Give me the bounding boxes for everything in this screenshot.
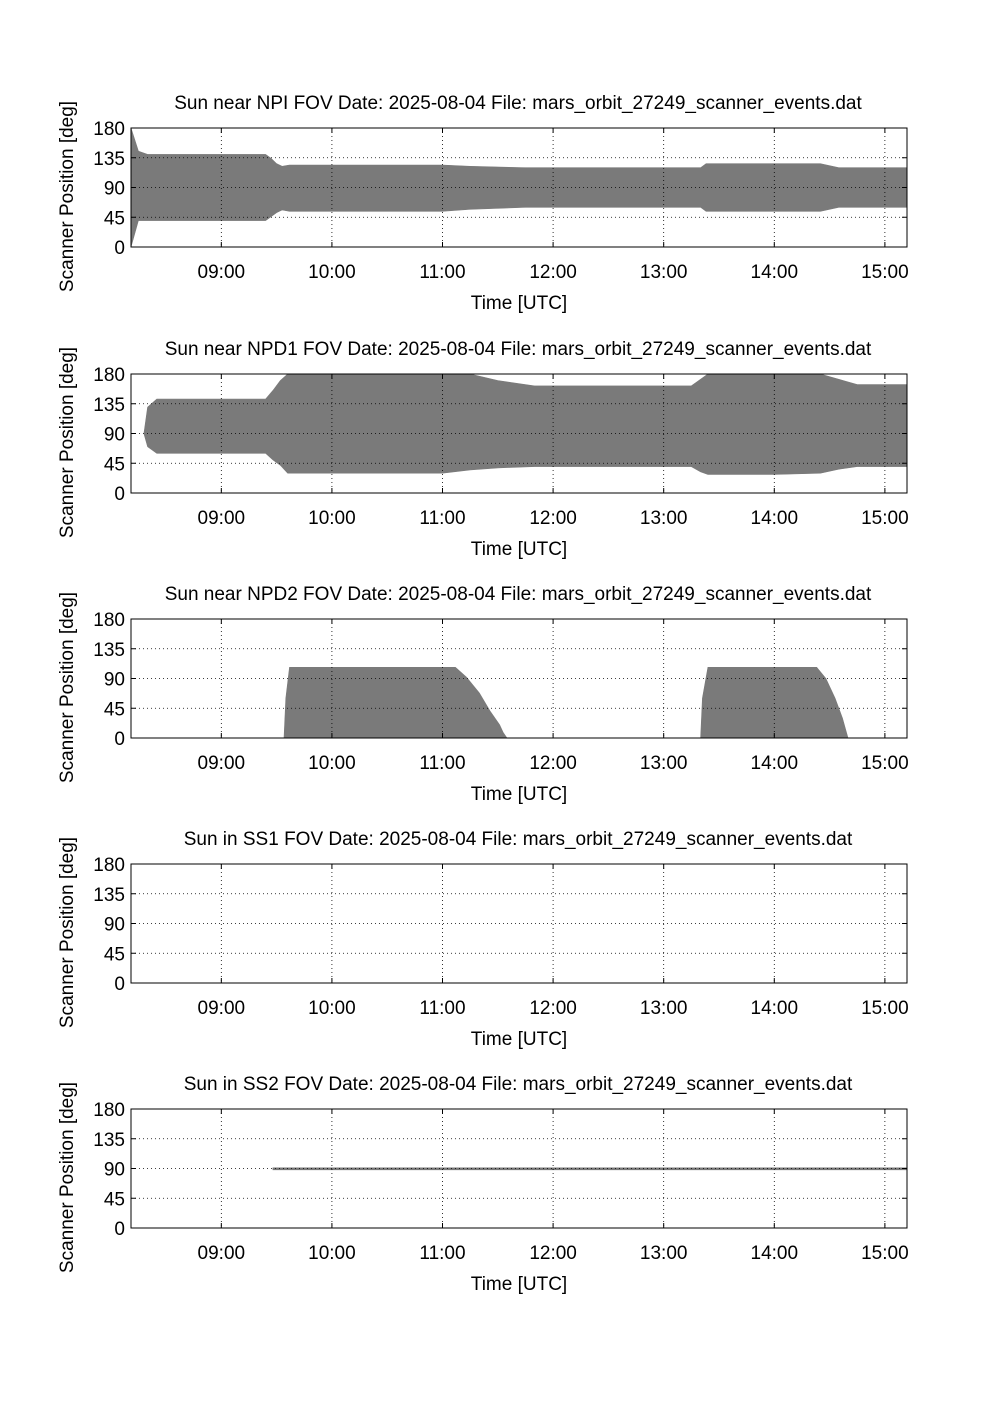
x-tick-label: 15:00 xyxy=(861,508,909,529)
chart-panel-2: 09:00 10:00 11:00 12:00 13:00 14:00 15:00 0 45 90… xyxy=(57,339,909,560)
x-tick-label: 14:00 xyxy=(751,508,799,529)
y-tick-label: 180 xyxy=(93,855,125,876)
y-tick-label: 135 xyxy=(93,640,125,661)
x-axis-label: Time [UTC] xyxy=(471,1029,567,1050)
y-tick-label: 45 xyxy=(104,699,125,720)
chart-title: Sun in SS1 FOV Date: 2025-08-04 File: ma… xyxy=(184,829,853,850)
x-tick-label: 09:00 xyxy=(198,998,246,1019)
chart-panel-1: 09:00 10:00 11:00 12:00 13:00 14:00 15:00 0 45 90… xyxy=(57,93,909,314)
axes-frame xyxy=(130,863,908,984)
x-tick-label: 12:00 xyxy=(529,508,577,529)
x-tick-label: 13:00 xyxy=(640,998,688,1019)
axes-frame xyxy=(130,373,908,494)
x-tick-label: 12:00 xyxy=(529,998,577,1019)
y-tick-label: 135 xyxy=(93,149,125,170)
chart-title: Sun near NPD1 FOV Date: 2025-08-04 File:… xyxy=(165,339,872,360)
x-tick-label: 11:00 xyxy=(419,753,465,774)
x-tick-label: 14:00 xyxy=(751,262,799,283)
x-tick-label: 10:00 xyxy=(308,753,356,774)
x-tick-label: 13:00 xyxy=(640,262,688,283)
y-tick-label: 180 xyxy=(93,365,125,386)
y-tick-label: 45 xyxy=(104,454,125,475)
x-tick-label: 10:00 xyxy=(308,998,356,1019)
chart-panel-3: 09:00 10:00 11:00 12:00 13:00 14:00 15:00 0 45 90… xyxy=(57,584,909,805)
axes-frame xyxy=(130,618,908,739)
y-tick-label: 90 xyxy=(104,670,125,691)
y-tick-label: 0 xyxy=(114,1219,125,1240)
y-tick-label: 0 xyxy=(114,484,125,505)
y-tick-label: 0 xyxy=(114,974,125,995)
x-tick-label: 09:00 xyxy=(198,508,246,529)
x-tick-label: 14:00 xyxy=(751,998,799,1019)
y-tick-label: 180 xyxy=(93,1100,125,1121)
x-tick-label: 15:00 xyxy=(861,262,909,283)
x-tick-label: 11:00 xyxy=(419,262,465,283)
x-tick-label: 13:00 xyxy=(640,508,688,529)
y-axis-label: Scanner Position [deg] xyxy=(57,101,78,292)
x-axis-label: Time [UTC] xyxy=(471,1274,567,1295)
y-axis-label: Scanner Position [deg] xyxy=(57,347,78,538)
x-tick-label: 09:00 xyxy=(198,753,246,774)
x-tick-label: 14:00 xyxy=(751,753,799,774)
x-tick-label: 13:00 xyxy=(640,753,688,774)
chart-panel-4: 09:00 10:00 11:00 12:00 13:00 14:00 15:00 0 45 90… xyxy=(57,829,909,1050)
y-axis-label: Scanner Position [deg] xyxy=(57,837,78,1028)
y-tick-label: 180 xyxy=(93,119,125,140)
chart-title: Sun near NPI FOV Date: 2025-08-04 File: … xyxy=(174,93,862,114)
x-tick-label: 12:00 xyxy=(529,753,577,774)
y-tick-label: 90 xyxy=(104,179,125,200)
y-tick-label: 135 xyxy=(93,885,125,906)
y-tick-label: 0 xyxy=(114,729,125,750)
x-tick-label: 11:00 xyxy=(419,1243,465,1264)
x-tick-label: 10:00 xyxy=(308,1243,356,1264)
y-tick-label: 90 xyxy=(104,425,125,446)
x-tick-label: 14:00 xyxy=(751,1243,799,1264)
x-tick-label: 11:00 xyxy=(419,508,465,529)
chart-title: Sun near NPD2 FOV Date: 2025-08-04 File:… xyxy=(165,584,872,605)
axes-frame xyxy=(130,127,908,248)
x-axis-label: Time [UTC] xyxy=(471,539,567,560)
y-tick-label: 90 xyxy=(104,915,125,936)
x-tick-label: 15:00 xyxy=(861,998,909,1019)
y-axis-label: Scanner Position [deg] xyxy=(57,592,78,783)
x-tick-label: 12:00 xyxy=(529,262,577,283)
axes-frame xyxy=(130,1108,908,1229)
x-tick-label: 09:00 xyxy=(198,1243,246,1264)
x-tick-label: 12:00 xyxy=(529,1243,577,1264)
x-axis-label: Time [UTC] xyxy=(471,293,567,314)
x-tick-label: 10:00 xyxy=(308,508,356,529)
x-tick-label: 11:00 xyxy=(419,998,465,1019)
y-axis-label: Scanner Position [deg] xyxy=(57,1082,78,1273)
y-tick-label: 45 xyxy=(104,944,125,965)
x-tick-label: 15:00 xyxy=(861,1243,909,1264)
x-axis-label: Time [UTC] xyxy=(471,784,567,805)
y-tick-label: 45 xyxy=(104,1189,125,1210)
y-tick-label: 0 xyxy=(114,238,125,259)
chart-title: Sun in SS2 FOV Date: 2025-08-04 File: ma… xyxy=(184,1074,853,1095)
y-tick-label: 90 xyxy=(104,1160,125,1181)
y-tick-label: 180 xyxy=(93,610,125,631)
chart-panel-5: 09:00 10:00 11:00 12:00 13:00 14:00 15:00 0 45 90… xyxy=(57,1074,909,1295)
x-tick-label: 10:00 xyxy=(308,262,356,283)
x-tick-label: 15:00 xyxy=(861,753,909,774)
x-tick-label: 13:00 xyxy=(640,1243,688,1264)
y-tick-label: 45 xyxy=(104,208,125,229)
y-tick-label: 135 xyxy=(93,395,125,416)
x-tick-label: 09:00 xyxy=(198,262,246,283)
y-tick-label: 135 xyxy=(93,1130,125,1151)
